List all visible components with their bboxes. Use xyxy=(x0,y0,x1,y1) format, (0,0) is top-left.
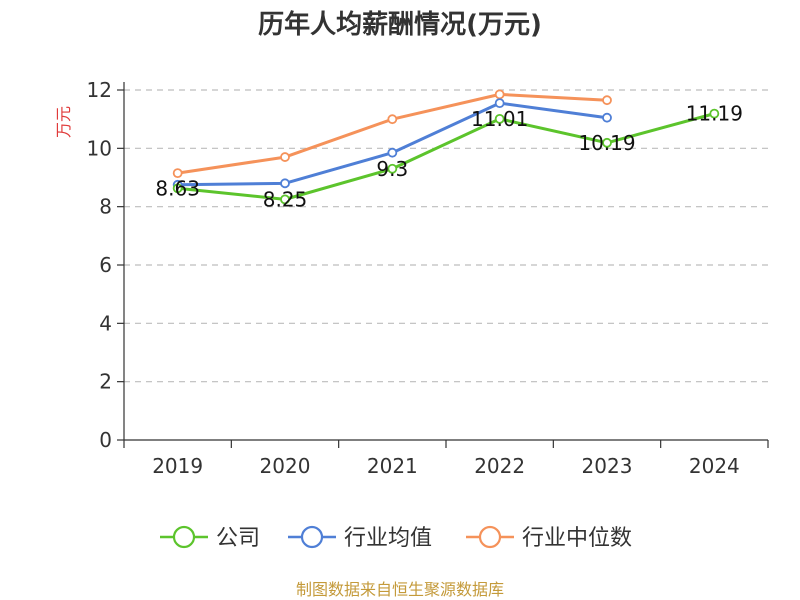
series-point-1 xyxy=(280,178,290,189)
y-tick-label: 0 xyxy=(99,428,112,452)
legend-label-1: 行业均值 xyxy=(344,526,432,551)
series-point-2 xyxy=(602,95,612,106)
series-point-1 xyxy=(387,147,398,158)
data-label: 8.25 xyxy=(263,187,308,211)
series-point-0 xyxy=(172,183,183,194)
data-labels: 8.63 8.25 9.3 11.01 10.19 11.19 xyxy=(155,102,743,212)
x-tick-label: 2023 xyxy=(582,454,633,478)
y-axis-label: 万元 xyxy=(54,106,73,138)
grid-lines xyxy=(124,89,768,383)
legend-swatch-marker-0 xyxy=(172,525,196,549)
y-tick-label: 10 xyxy=(87,136,112,160)
source-note: 制图数据来自恒生聚源数据库 xyxy=(296,580,504,599)
chart-title: 历年人均薪酬情况(万元) xyxy=(258,9,542,40)
series-point-0 xyxy=(494,113,505,124)
axes: 0 2 4 6 8 10 12 2019 2020 2021 2022 2023 2024 xyxy=(87,78,769,478)
legend: 公司 行业均值 行业中位数 xyxy=(160,525,632,551)
series-point-0 xyxy=(387,163,398,174)
series-point-2 xyxy=(494,89,505,100)
x-tick-label: 2021 xyxy=(367,454,418,478)
series-point-1 xyxy=(494,98,505,109)
data-label: 10.19 xyxy=(578,131,635,155)
y-tick-label: 4 xyxy=(99,311,112,335)
series-point-2 xyxy=(172,168,183,179)
series-lines xyxy=(172,89,720,205)
series-line-0 xyxy=(177,112,715,201)
series-point-0 xyxy=(280,194,290,205)
series-point-0 xyxy=(602,137,612,148)
data-label: 11.19 xyxy=(686,102,743,126)
data-label: 11.01 xyxy=(471,107,528,131)
y-tick-label: 6 xyxy=(99,253,112,277)
legend-swatch-marker-1 xyxy=(300,525,324,549)
y-tick-label: 2 xyxy=(99,370,112,394)
x-tick-label: 2020 xyxy=(260,454,311,478)
series-point-2 xyxy=(280,152,290,162)
x-tick-label: 2022 xyxy=(474,454,525,478)
x-tick-label: 2019 xyxy=(152,454,203,478)
data-label: 8.63 xyxy=(155,176,200,200)
series-point-2 xyxy=(387,114,398,125)
series-point-0 xyxy=(709,108,720,119)
series-point-1 xyxy=(602,112,612,123)
y-tick-label: 12 xyxy=(87,78,112,102)
legend-label-0: 公司 xyxy=(216,526,260,551)
legend-label-2: 行业中位数 xyxy=(522,526,632,551)
data-label: 9.3 xyxy=(376,157,408,181)
legend-swatch-marker-2 xyxy=(478,525,502,549)
x-tick-label: 2024 xyxy=(689,454,740,478)
y-tick-label: 8 xyxy=(99,195,112,219)
